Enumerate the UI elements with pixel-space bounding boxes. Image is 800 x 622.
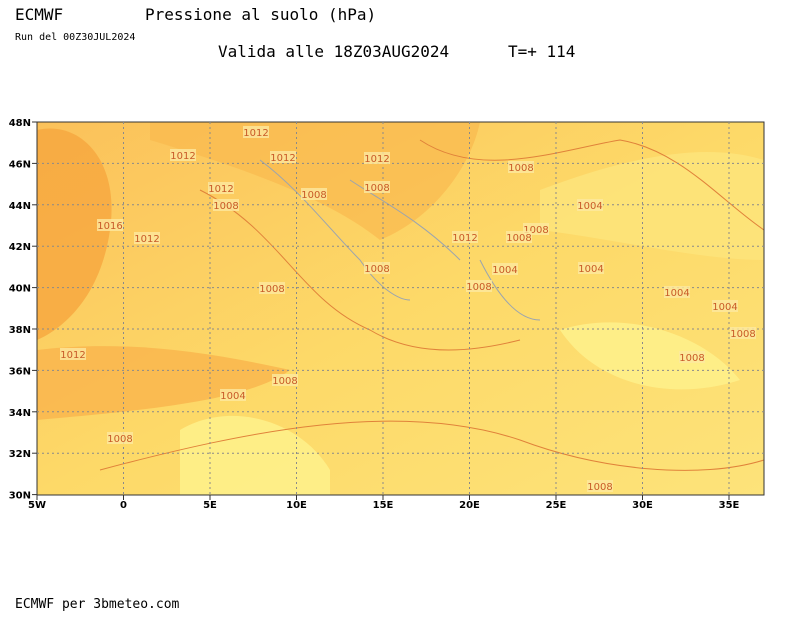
x-tick-label: 5W	[28, 500, 46, 511]
x-tick-label: 35E	[719, 500, 740, 511]
contour-label-bg	[301, 188, 327, 200]
contour-label-bg	[492, 263, 518, 275]
contour-label-bg	[577, 199, 603, 211]
low-area	[540, 151, 764, 260]
contour-label-bg	[664, 286, 690, 298]
x-tick-label: 0	[120, 500, 127, 511]
y-tick-label: 46N	[9, 159, 31, 170]
high-area	[37, 346, 290, 420]
contour-label-bg	[213, 199, 239, 211]
contour-label: 1004	[578, 264, 603, 275]
contour-label: 1008	[364, 183, 389, 194]
contour-label: 1012	[60, 350, 85, 361]
contour-label-bg	[270, 151, 296, 163]
contour-label-bg	[506, 231, 532, 243]
coastline	[259, 159, 541, 321]
contour-label: 1012	[208, 184, 233, 195]
title: Pressione al suolo (hPa)	[145, 5, 376, 24]
contour-label: 1008	[364, 264, 389, 275]
contour-label-bg	[466, 280, 492, 292]
y-tick-label: 38N	[9, 325, 31, 336]
contour-label-bg	[364, 181, 390, 193]
contour-label: 1008	[107, 434, 132, 445]
contour-label: 1016	[97, 221, 122, 232]
contour-label-bg	[107, 432, 133, 444]
map-frame	[36, 121, 765, 496]
x-tick-label: 15E	[373, 500, 394, 511]
isobar	[419, 139, 764, 231]
contour-label: 1008	[213, 201, 238, 212]
contour-label-bg	[364, 262, 390, 274]
run: Run del 00Z30JUL2024	[15, 32, 135, 43]
contour-label-bg	[508, 161, 534, 173]
contour-label-bg	[364, 152, 390, 164]
map-field	[37, 122, 764, 495]
y-tick-label: 32N	[9, 449, 31, 460]
contour-label: 1008	[523, 225, 548, 236]
contour-label: 1012	[452, 233, 477, 244]
x-tick-label: 30E	[632, 500, 653, 511]
contour-label: 1008	[587, 482, 612, 493]
contour-label: 1008	[259, 284, 284, 295]
contour-label-bg	[730, 327, 756, 339]
contour-label: 1004	[220, 391, 245, 402]
contour-label: 1012	[364, 154, 389, 165]
contour-label-bg	[208, 182, 234, 194]
model: ECMWF	[15, 5, 63, 24]
y-tick-label: 30N	[9, 491, 31, 502]
contour-label: 1004	[577, 201, 602, 212]
footer: ECMWF per 3bmeteo.com	[15, 597, 180, 612]
contour-label: 1008	[272, 376, 297, 387]
contour-label-bg	[578, 262, 604, 274]
y-tick-label: 48N	[9, 118, 31, 129]
y-tick-label: 36N	[9, 366, 31, 377]
contour-label-bg	[272, 374, 298, 386]
contour-label: 1004	[492, 265, 517, 276]
contour-label-bg	[587, 480, 613, 492]
valid: Valida alle 18Z03AUG2024	[218, 42, 449, 61]
x-tick-label: 10E	[286, 500, 307, 511]
contour-label: 1012	[243, 128, 268, 139]
contour-label: 1008	[679, 353, 704, 364]
contour-label-bg	[259, 282, 285, 294]
y-tick-label: 40N	[9, 284, 31, 295]
y-tick-label: 42N	[9, 242, 31, 253]
contour-label: 1004	[712, 302, 737, 313]
contour-label-bg	[97, 219, 123, 231]
x-tick-label: 5E	[203, 500, 217, 511]
isobar	[199, 189, 521, 351]
contour-label-bg	[60, 348, 86, 360]
isobar	[99, 420, 764, 471]
contour-label: 1004	[664, 288, 689, 299]
contour-label: 1008	[301, 190, 326, 201]
x-tick-label: 25E	[546, 500, 567, 511]
contour-label-bg	[220, 389, 246, 401]
contour-label-bg	[243, 126, 269, 138]
contour-label-bg	[170, 149, 196, 161]
contour-label-bg	[712, 300, 738, 312]
contour-label: 1008	[466, 282, 491, 293]
contour-label: 1012	[170, 151, 195, 162]
contour-label-bg	[679, 351, 705, 363]
y-tick-label: 34N	[9, 408, 31, 419]
x-tick-label: 20E	[459, 500, 480, 511]
contour-label: 1012	[134, 234, 159, 245]
contour-label: 1012	[270, 153, 295, 164]
step: T=+ 114	[508, 42, 575, 61]
contour-label: 1008	[730, 329, 755, 340]
high-area	[37, 128, 112, 340]
contour-label-bg	[134, 232, 160, 244]
contour-label: 1008	[506, 233, 531, 244]
low-area	[560, 322, 740, 390]
contour-label: 1008	[508, 163, 533, 174]
y-tick-label: 44N	[9, 201, 31, 212]
contour-label-bg	[452, 231, 478, 243]
low-area	[180, 415, 330, 495]
